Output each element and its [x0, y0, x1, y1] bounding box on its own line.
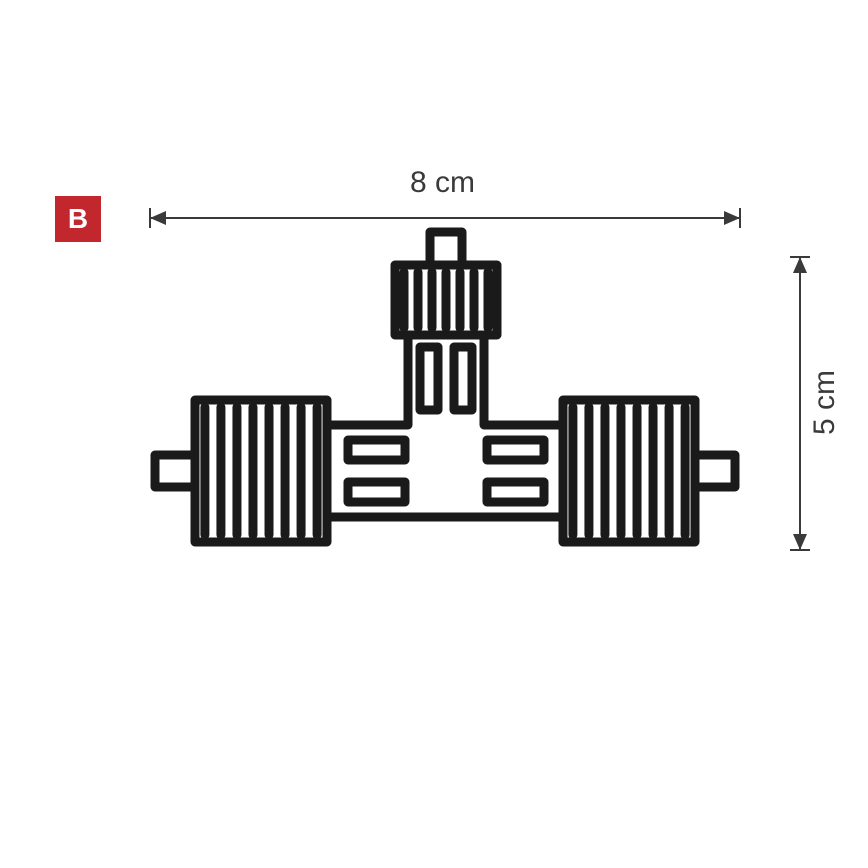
connector-diagram [0, 0, 868, 868]
